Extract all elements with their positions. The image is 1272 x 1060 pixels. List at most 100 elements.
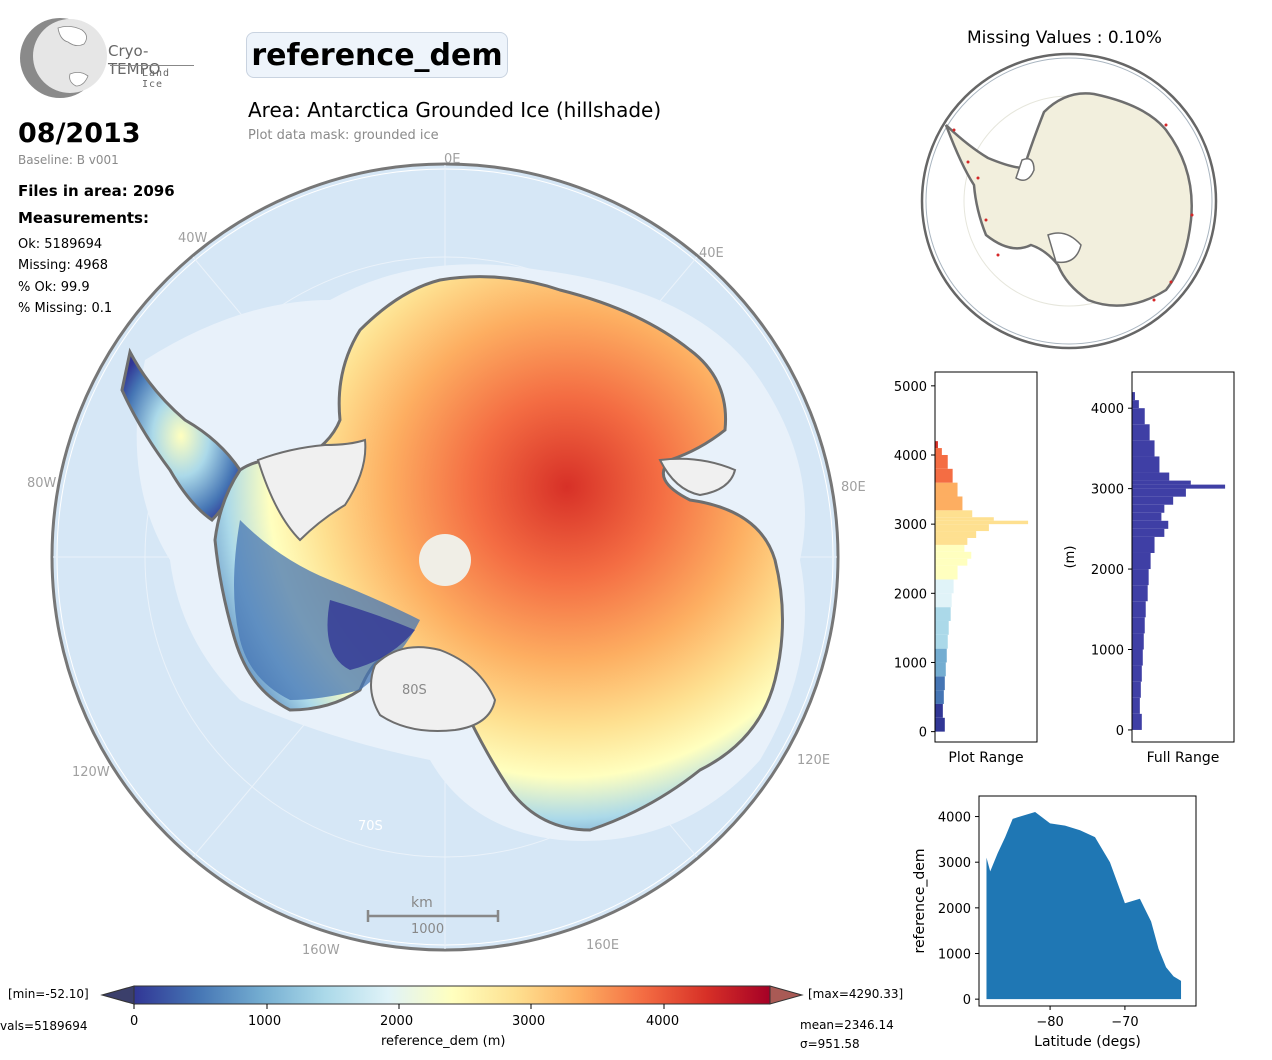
lat-label-80s: 80S: [402, 683, 427, 698]
logo-divider: [110, 65, 194, 66]
lon-label-160e: 160E: [586, 938, 620, 953]
cryo-tempo-logo: Cryo-TEMPO Land Ice: [18, 16, 198, 100]
colorbar-nvals: vals=5189694: [0, 1019, 88, 1033]
histogram-bar: [935, 593, 952, 608]
histogram-bar: [1132, 484, 1226, 489]
baseline-label: Baseline: B v001: [18, 153, 119, 167]
histogram-bar: [935, 717, 945, 732]
histogram-bar: [935, 517, 994, 521]
plot-frame: [934, 371, 1038, 743]
histogram-bar: [1132, 601, 1146, 618]
y-axis-label: reference_dem: [912, 849, 928, 954]
histogram-bar: [1132, 520, 1169, 529]
y-tick-label: 5000: [894, 380, 927, 395]
histogram-bar: [935, 531, 977, 538]
x-tick-label: −80: [1036, 1015, 1063, 1030]
histogram-bar: [1132, 569, 1149, 586]
histogram-bar: [935, 441, 938, 449]
colorbar-tick: 4000: [646, 1014, 680, 1029]
x-tick-label: −70: [1111, 1015, 1138, 1030]
histogram-bar: [935, 468, 953, 483]
histogram-bar: [935, 690, 944, 704]
histogram-bar: [1132, 456, 1160, 473]
date-label: 08/2013: [18, 118, 141, 149]
histogram-bar: [1132, 480, 1191, 485]
histogram-bar: [1132, 713, 1142, 730]
scale-bar-unit: km: [411, 895, 433, 911]
colorbar-mean: mean=2346.14: [800, 1018, 894, 1032]
histogram-bar: [1132, 392, 1135, 401]
missing-count: Missing: 4968: [18, 258, 109, 273]
histogram-bar: [1132, 617, 1145, 634]
histogram-bar: [935, 448, 942, 455]
histogram-bar: [1132, 496, 1174, 505]
scale-bar: [366, 910, 500, 922]
y-tick-label: 1000: [894, 656, 927, 671]
pole-hole: [419, 534, 471, 586]
histogram-bar: [935, 676, 945, 691]
histogram-bar: [1132, 649, 1143, 666]
histogram-bar: [1132, 472, 1170, 481]
histogram-bar: [1132, 633, 1144, 650]
x-axis-label: Full Range: [1147, 750, 1220, 766]
measurements-title: Measurements:: [18, 209, 149, 227]
plot-frame: [1131, 371, 1235, 743]
histogram-bar: [935, 607, 951, 621]
grounded-ice-sheet: [213, 275, 784, 832]
histogram-bar: [935, 565, 958, 580]
lon-label-80w: 80W: [27, 476, 57, 491]
lat-label-70s: 70S: [358, 819, 383, 834]
lon-label-40w: 40W: [178, 231, 208, 246]
histogram-bar: [935, 496, 963, 511]
y-tick-label: 2000: [894, 587, 927, 602]
y-tick-label: 2000: [938, 902, 971, 917]
y-tick-label: 2000: [1091, 563, 1124, 578]
files-label: Files in area: 2096: [18, 182, 175, 200]
histogram-bar: [1132, 440, 1155, 457]
ross-ice-shelf: [370, 646, 497, 732]
missing-values-title: Missing Values : 0.10%: [967, 28, 1162, 48]
mask-label: Plot data mask: grounded ice: [248, 128, 439, 143]
scatter-latitude: 0 1000 2000 3000 4000 −80 −70 Latitude (degs) re…: [912, 795, 1197, 1050]
histogram-bar: [935, 551, 972, 559]
colorbar-label: reference_dem (m): [381, 1034, 506, 1049]
histogram-bar: [935, 558, 968, 566]
y-tick-label: 3000: [938, 856, 971, 871]
y-tick-label: 0: [1116, 724, 1124, 739]
lon-label-40e: 40E: [699, 246, 724, 261]
x-axis-label: Latitude (degs): [1034, 1034, 1141, 1050]
lon-label-160w: 160W: [302, 943, 340, 958]
colorbar-tick: 0: [130, 1014, 139, 1029]
percent-missing: % Missing: 0.1: [18, 301, 113, 316]
scatter-points: [986, 811, 1182, 1000]
histogram-bar: [935, 524, 989, 532]
y-tick-label: 1000: [938, 948, 971, 963]
histogram-bar: [1132, 488, 1186, 497]
y-tick-label: 3000: [1091, 483, 1124, 498]
histogram-bar: [1132, 536, 1155, 553]
colorbar-min: [min=-52.10]: [8, 987, 89, 1001]
main-map: [50, 162, 840, 952]
lon-label-80e: 80E: [841, 480, 866, 495]
lon-label-120e: 120E: [797, 753, 831, 768]
y-tick-label: 3000: [894, 518, 927, 533]
ronne-filchner-ice-shelf: [256, 438, 367, 542]
histogram-bar: [935, 544, 965, 552]
colorbar-tick: 1000: [248, 1014, 282, 1029]
histogram-bar: [935, 703, 943, 718]
histogram-bar: [935, 662, 946, 677]
colorbar-tick: 2000: [380, 1014, 414, 1029]
x-axis-label: Plot Range: [948, 750, 1023, 766]
histogram-bar: [935, 520, 1029, 525]
histogram-bar: [1132, 512, 1162, 521]
logo-subtitle: Land Ice: [142, 68, 171, 90]
variable-title: reference_dem: [246, 32, 508, 78]
histogram-bar: [935, 454, 948, 469]
histogram-bar: [1132, 408, 1145, 425]
histogram-bar: [935, 537, 968, 545]
histogram-bar: [1132, 552, 1151, 570]
y-tick-label: 1000: [1091, 644, 1124, 659]
histogram-bar: [1132, 585, 1148, 602]
histogram-bar: [1132, 697, 1140, 714]
histogram-bar: [1132, 400, 1139, 409]
